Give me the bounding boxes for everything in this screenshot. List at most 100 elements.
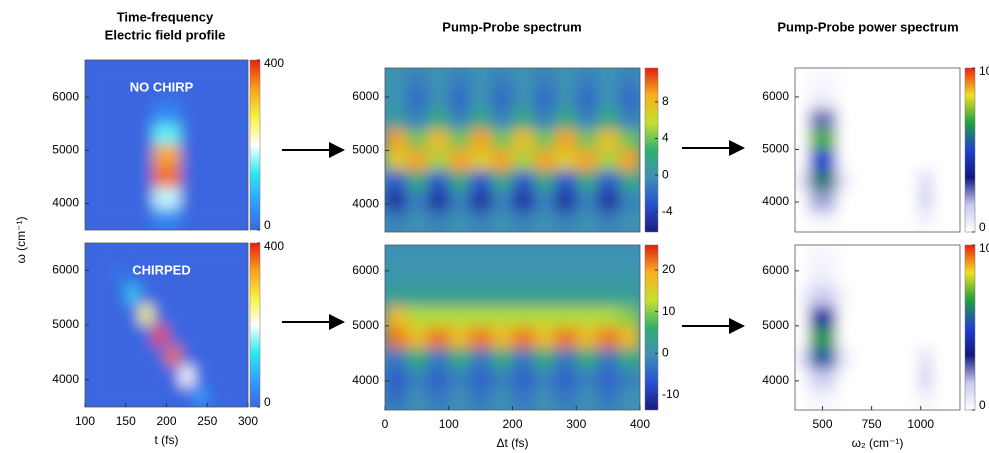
cell <box>533 389 556 410</box>
cell <box>918 265 933 287</box>
heatmap <box>385 245 640 410</box>
cell <box>448 265 471 287</box>
cell <box>98 304 113 326</box>
cell <box>932 88 947 110</box>
cell <box>597 327 620 349</box>
cell <box>533 211 556 232</box>
cell <box>932 211 947 232</box>
heatmap <box>85 60 248 230</box>
cell <box>905 286 920 308</box>
cell <box>385 211 407 232</box>
cell <box>533 150 556 171</box>
heatmap <box>795 245 960 410</box>
cell <box>406 170 428 192</box>
cell <box>822 348 837 370</box>
cell <box>85 345 100 367</box>
cell <box>576 245 598 267</box>
cell <box>533 327 556 349</box>
colorbar <box>644 67 659 233</box>
y-tick-label: 5000 <box>352 318 379 332</box>
cell <box>125 304 140 326</box>
cell <box>795 150 810 171</box>
cell <box>932 170 947 192</box>
cell <box>576 286 598 308</box>
cell <box>85 145 100 167</box>
cell <box>946 68 960 89</box>
cell <box>180 60 195 82</box>
cell <box>877 286 892 308</box>
cell <box>85 325 100 346</box>
cell <box>406 88 428 110</box>
cell <box>491 265 513 287</box>
cell <box>795 348 810 370</box>
cell <box>597 150 620 171</box>
cell <box>918 191 933 212</box>
cell <box>166 243 181 264</box>
cell <box>808 265 823 287</box>
cell <box>555 211 577 232</box>
cell <box>863 368 878 390</box>
cell <box>125 345 140 367</box>
x-axis-label: t (fs) <box>155 433 179 447</box>
cell <box>863 245 878 267</box>
cell <box>850 129 865 151</box>
cell <box>555 109 577 130</box>
cell <box>618 191 640 212</box>
cell <box>576 150 598 171</box>
chart-title: Electric field profile <box>105 27 226 42</box>
cell <box>112 243 127 264</box>
cell <box>207 187 222 210</box>
cell <box>491 129 513 151</box>
cell <box>822 327 837 349</box>
cell <box>193 102 208 125</box>
cell <box>85 208 100 230</box>
cell <box>152 304 167 326</box>
cell <box>470 286 492 308</box>
cell <box>220 345 235 367</box>
cell <box>180 187 195 210</box>
cell <box>836 109 851 130</box>
cell <box>152 102 167 125</box>
cell <box>98 102 113 125</box>
cell <box>863 109 878 130</box>
cell <box>448 109 471 130</box>
plot-frame <box>384 67 641 233</box>
cell <box>808 109 823 130</box>
cell <box>533 368 556 390</box>
cell <box>234 284 248 305</box>
cell <box>112 366 127 387</box>
x-tick-label: 400 <box>630 417 650 431</box>
cell <box>125 60 140 82</box>
cell <box>618 368 640 390</box>
cell <box>406 109 428 130</box>
cell <box>125 325 140 346</box>
cell <box>863 170 878 192</box>
cell <box>597 265 620 287</box>
cell <box>555 306 577 328</box>
cell <box>836 150 851 171</box>
cell <box>152 60 167 82</box>
cell <box>180 366 195 387</box>
cell <box>427 150 450 171</box>
cell <box>576 211 598 232</box>
cell <box>946 306 960 328</box>
cell <box>470 265 492 287</box>
cell <box>597 389 620 410</box>
x-tick-label: 300 <box>238 414 258 428</box>
cell <box>863 68 878 89</box>
cell <box>512 389 535 410</box>
cell <box>555 348 577 370</box>
cell <box>385 306 407 328</box>
cell <box>112 145 127 167</box>
cell <box>533 286 556 308</box>
cell <box>207 102 222 125</box>
cell <box>470 327 492 349</box>
cell <box>822 286 837 308</box>
cell <box>877 389 892 410</box>
cell <box>576 170 598 192</box>
cell <box>125 123 140 146</box>
cell <box>877 150 892 171</box>
cell <box>125 102 140 125</box>
cell <box>618 389 640 410</box>
cell <box>822 211 837 232</box>
